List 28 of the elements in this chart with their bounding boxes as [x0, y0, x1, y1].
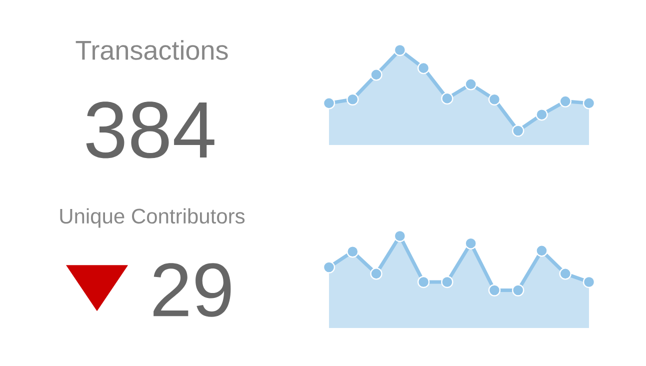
point	[417, 62, 430, 74]
point	[346, 93, 359, 106]
point	[464, 237, 477, 250]
point	[417, 276, 430, 288]
point	[582, 97, 596, 110]
point	[370, 268, 382, 280]
point	[441, 276, 454, 288]
point	[536, 108, 548, 121]
chart-title: Unique Contributors	[60, 208, 245, 228]
point	[394, 230, 406, 242]
point	[512, 284, 524, 296]
point	[464, 78, 477, 90]
text: 29	[154, 263, 231, 317]
point	[488, 284, 501, 296]
point	[488, 93, 501, 106]
text: 384	[86, 102, 214, 158]
point	[370, 68, 382, 81]
point	[582, 276, 596, 288]
point	[394, 44, 406, 56]
point	[346, 246, 359, 258]
point	[512, 124, 524, 137]
chart-title: Transactions	[76, 40, 228, 60]
point	[322, 261, 336, 274]
point	[322, 97, 336, 110]
point	[559, 95, 572, 108]
point	[441, 92, 454, 105]
point	[536, 244, 548, 257]
point	[559, 268, 572, 280]
